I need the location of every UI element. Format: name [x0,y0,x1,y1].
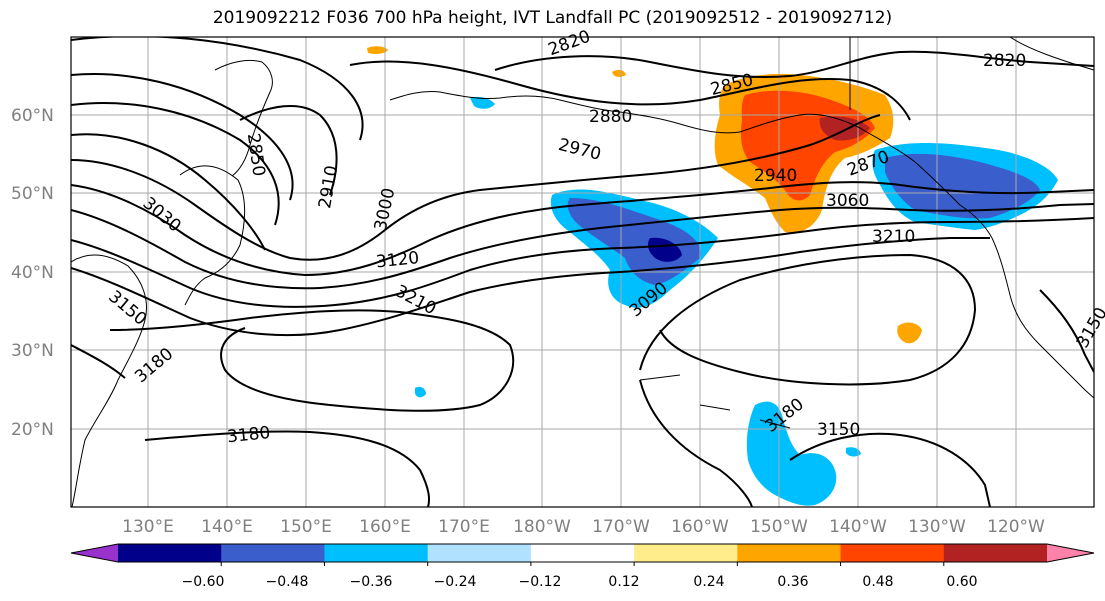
colorbar-tick-label: 0.24 [693,574,724,590]
latitude-labels: 60°N 50°N 40°N 30°N 20°N [11,106,54,440]
colorbar-tick-label: 0.60 [946,574,977,590]
colorbar-tick-label: −0.12 [519,574,562,590]
colorbar-segment [943,544,1048,562]
colorbar-tick-label: 0.12 [608,574,639,590]
colorbar-segment [71,544,118,562]
lon-label: 170°E [438,517,490,537]
lon-label: 140°E [201,517,253,537]
lat-label: 60°N [11,106,54,126]
contour-label: 3210 [872,227,915,247]
lon-label: 130°E [122,517,174,537]
longitude-labels: 130°E 140°E 150°E 160°E 170°E 180°W 170°… [122,517,1045,537]
lon-label: 150°W [750,517,808,537]
coastlines [71,37,1094,507]
colorbar-tick-label: −0.48 [266,574,309,590]
contour-label: 3060 [826,191,869,211]
lon-label: 180°W [513,517,571,537]
lon-label: 120°W [987,517,1045,537]
colorbar-segment [840,544,945,562]
colorbar-segment [634,544,738,562]
colorbar [70,543,1095,566]
lon-label: 160°E [359,517,411,537]
colorbar-segment [221,544,325,562]
contour-label: 3180 [226,423,271,447]
colorbar-segment [1047,544,1094,562]
colorbar-tick-label: −0.36 [350,574,393,590]
map-title: 2019092212 F036 700 hPa height, IVT Land… [212,8,893,28]
contour-label: 2940 [754,166,797,186]
colorbar-tick-label: 0.48 [862,574,893,590]
colorbar-segment [427,544,532,562]
colorbar-ticks: −0.60 −0.48 −0.36 −0.24 −0.12 0.12 0.24 … [182,574,978,590]
colorbar-segment [118,544,222,562]
colorbar-outline [70,543,1095,563]
colorbar-tick-label: −0.60 [182,574,225,590]
lat-label: 30°N [11,341,54,361]
lon-label: 150°E [280,517,332,537]
lat-label: 20°N [11,420,54,440]
colorbar-segment [737,544,842,562]
contour-label: 3120 [375,248,420,272]
contour-label: 2820 [983,51,1026,71]
colorbar-tick-label: −0.24 [434,574,477,590]
colorbar-segment [530,544,635,562]
height-contours [71,37,1094,507]
colorbar-tick-label: 0.36 [777,574,808,590]
lon-label: 170°W [592,517,650,537]
lon-label: 160°W [671,517,729,537]
map-frame [70,36,1095,508]
lat-label: 40°N [11,263,54,283]
lon-label: 140°W [829,517,887,537]
graticule [71,37,1094,507]
contour-label: 3150 [817,420,860,440]
contour-label: 2880 [589,107,632,127]
colorbar-segment [324,544,429,562]
lon-label: 130°W [908,517,966,537]
lat-label: 50°N [11,184,54,204]
